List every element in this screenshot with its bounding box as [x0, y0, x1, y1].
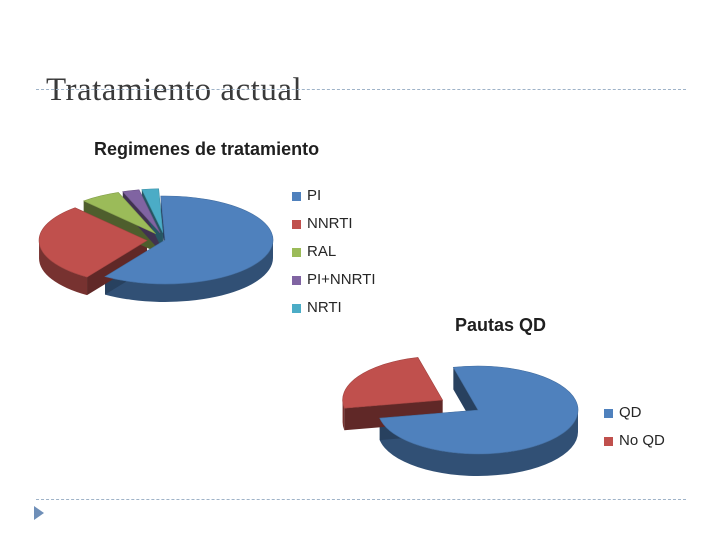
pie-slice-ral — [82, 192, 156, 234]
legend-label: QD — [619, 404, 642, 421]
legend-swatch — [292, 248, 301, 257]
pie-slice-nnrti — [38, 207, 148, 278]
legend-swatch — [292, 192, 301, 201]
footer-divider — [36, 499, 686, 500]
pie-slice-side — [104, 240, 274, 303]
legend-label: PI — [307, 187, 322, 204]
legend-swatch — [604, 437, 613, 446]
pie-slice-cut-face — [87, 240, 148, 296]
legend-swatch — [292, 304, 301, 313]
legend-label: NNRTI — [307, 215, 353, 232]
pie-slice-nrti — [141, 188, 164, 233]
legend-label: No QD — [619, 432, 665, 449]
pie-slice-no-qd — [342, 357, 444, 409]
chart-title-regimenes: Regimenes de tratamiento — [94, 139, 320, 159]
pie-slice-qd — [379, 365, 579, 455]
pie-slice-side — [39, 240, 88, 296]
chart-title-pautas-qd: Pautas QD — [455, 315, 547, 335]
legend-label: RAL — [307, 243, 337, 260]
legend-label: NRTI — [307, 299, 342, 316]
slide-title: Tratamiento actual — [46, 72, 303, 108]
legend-label: PI+NNRTI — [307, 271, 376, 288]
legend-swatch — [292, 220, 301, 229]
pie-slice-pi-nnrti — [122, 189, 161, 234]
pie-slice-pi — [104, 195, 274, 285]
bullet-arrow-icon — [34, 506, 44, 520]
title-divider — [36, 89, 686, 90]
pie-slice-side — [379, 410, 578, 477]
legend-swatch — [292, 276, 301, 285]
legend-swatch — [604, 409, 613, 418]
